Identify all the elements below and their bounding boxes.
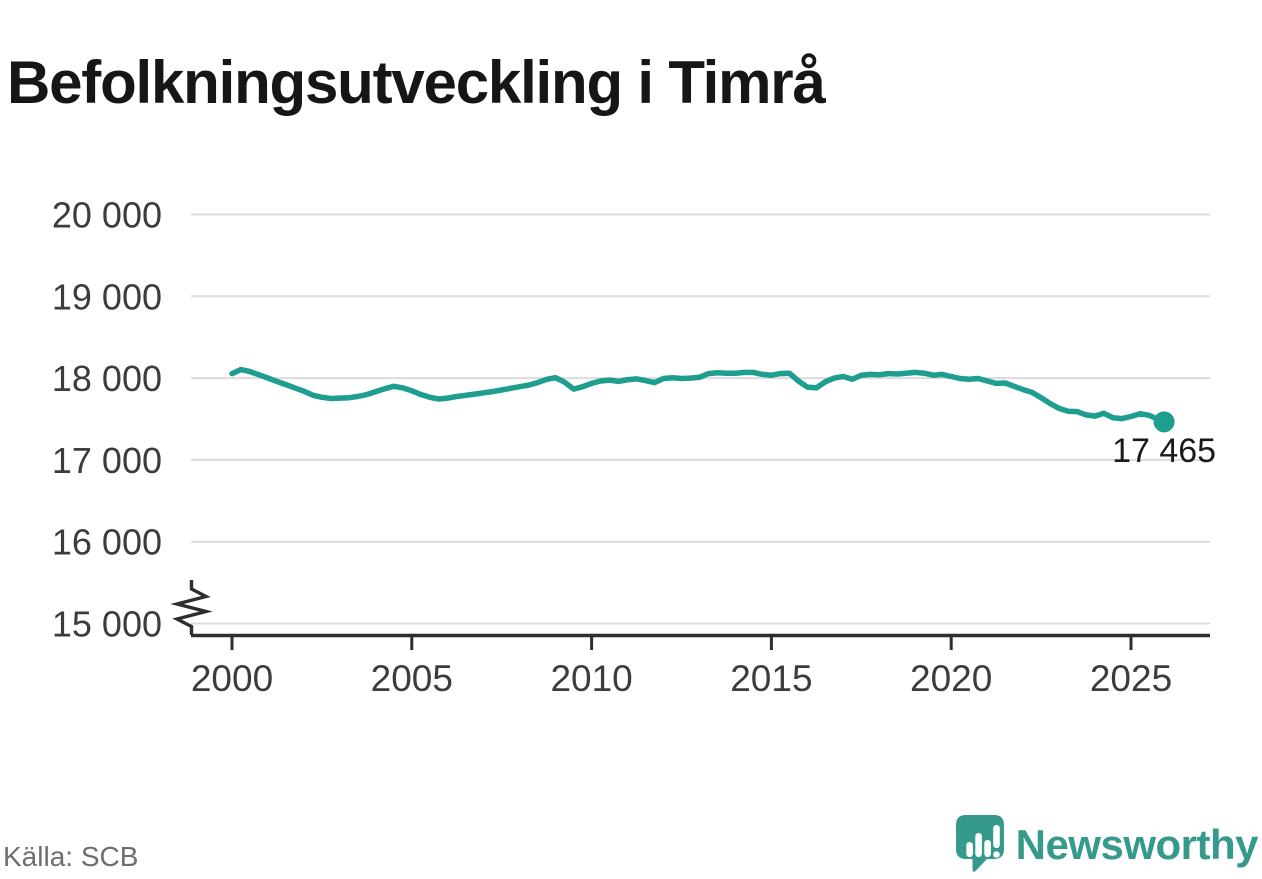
newsworthy-speech-bubble-chart-icon [955, 815, 1004, 872]
x-axis-tick-label: 2010 [550, 658, 632, 699]
bar-tall-icon [974, 833, 982, 857]
exclamation-dot-icon [992, 851, 1000, 858]
y-axis-tick-label: 18 000 [52, 358, 162, 399]
y-axis-tick-label: 20 000 [52, 195, 162, 236]
bar-small-icon [965, 842, 973, 857]
y-axis-tick-label: 19 000 [52, 276, 162, 317]
x-axis-tick-label: 2005 [371, 658, 453, 699]
page-title: Befolkningsutveckling i Timrå [7, 49, 826, 117]
newsworthy-logo: Newsworthy [955, 812, 1259, 878]
exclamation-bar-icon [992, 825, 1000, 848]
x-axis-tick-label: 2020 [910, 658, 992, 699]
y-axis-tick-label: 17 000 [52, 440, 162, 481]
population-line [229, 366, 1167, 427]
x-axis-tick-label: 2000 [191, 658, 273, 699]
end-point-marker [1153, 411, 1175, 433]
x-axis-tick-label: 2015 [730, 658, 812, 699]
y-axis-tick-label: 15 000 [52, 604, 162, 645]
y-axis-break-icon [170, 580, 213, 635]
newsworthy-logo-text: Newsworthy [1015, 821, 1259, 868]
x-axis-tick-label: 2025 [1090, 658, 1172, 699]
y-axis-tick-label: 16 000 [52, 522, 162, 563]
source-note: Källa: SCB [3, 841, 139, 872]
end-value-label: 17 465 [1112, 432, 1216, 470]
bar-medium-icon [983, 840, 991, 857]
